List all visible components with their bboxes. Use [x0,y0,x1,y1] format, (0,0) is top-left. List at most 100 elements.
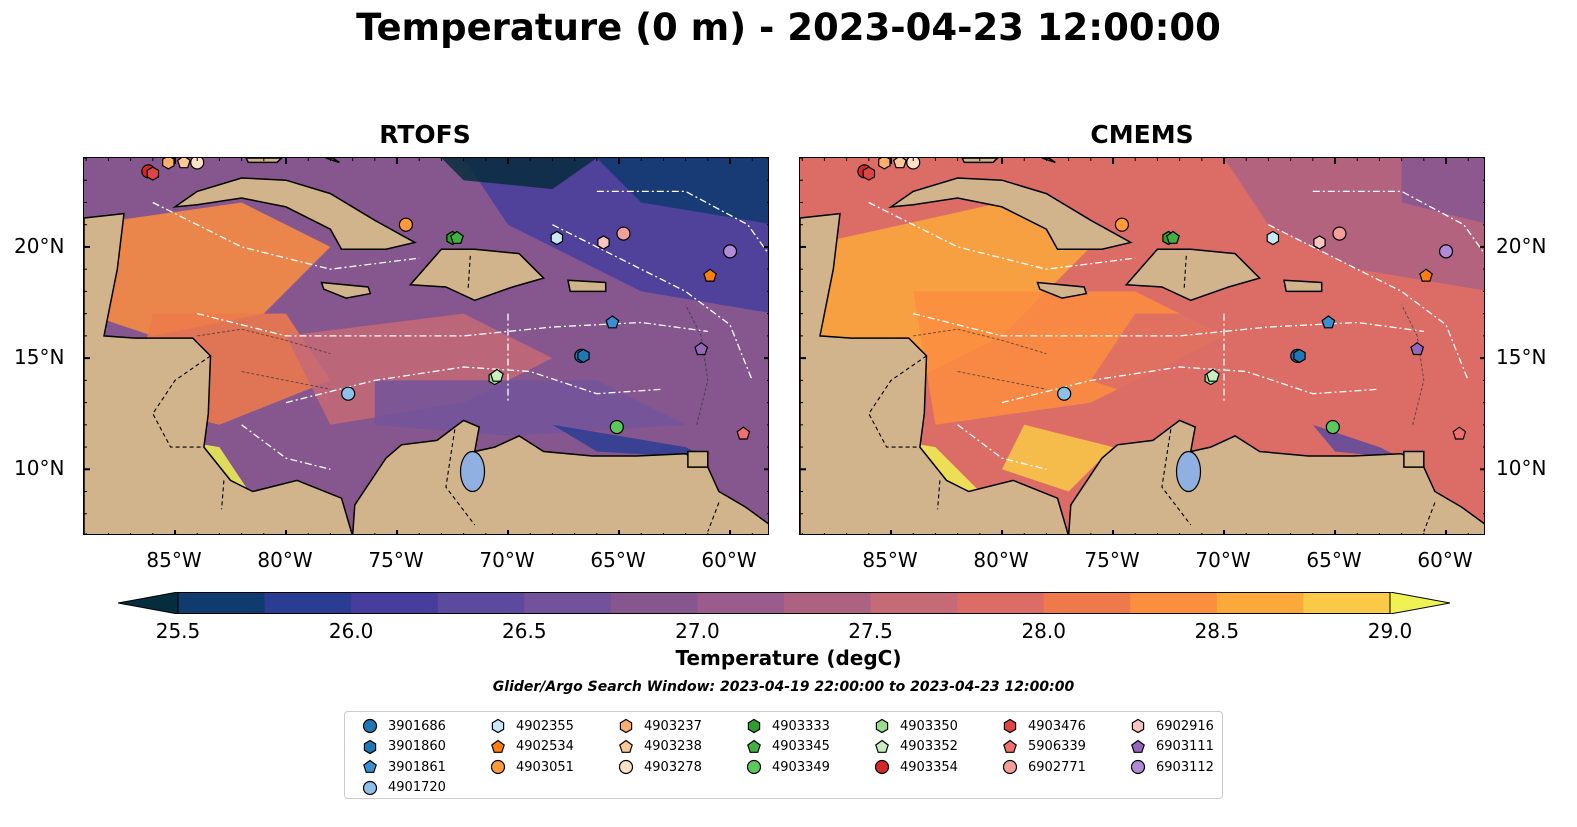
temperature-patch [86,202,331,336]
colorbar-tick-label: 28.0 [1021,619,1066,643]
platform-marker-4901720-panel1 [1057,386,1072,401]
country-border [152,355,211,448]
platform-marker-3901861-panel1 [1321,315,1336,329]
landmass [800,212,1069,534]
legend-marker [490,759,506,775]
legend-hexagon-icon [875,718,889,734]
legend-hexagon-icon [747,718,761,734]
platform-marker-4902534-panel1 [1419,268,1433,282]
platform-marker-5906339-panel0 [736,426,751,440]
legend-marker [747,739,761,753]
country-border [868,355,927,448]
map-panel-cmems[interactable] [799,157,1485,535]
legend-pentagon-icon [1131,739,1145,753]
eez-boundary [197,312,708,337]
colorbar-segment [1043,592,1131,614]
legend-label: 4903345 [772,739,830,754]
lon-label: 80°W [973,548,1029,572]
platform-marker-4903349-panel1 [1325,419,1340,435]
legend-marker [1003,739,1017,753]
lon-label: 70°W [479,548,535,572]
platform-marker-6903111-panel1 [1410,341,1425,356]
lat-label-right: 20°N [1496,233,1547,258]
platform-marker-4902355-panel1 [1266,230,1280,246]
landmass [1283,279,1323,293]
lat-label-left: 20°N [14,233,65,258]
legend-marker [619,739,633,753]
legend-item: 4903238 [617,737,702,757]
legend-item: 6902916 [1129,716,1214,736]
legend-circle-icon [618,759,634,775]
colorbar-tick-label: 27.0 [675,619,720,643]
platform-marker-4903278-panel1 [906,158,921,170]
eez-boundary [868,201,1136,270]
lat-label-right: 10°N [1496,456,1547,481]
legend-hexagon-icon [363,739,377,754]
legend-label: 4902534 [516,739,574,754]
map-canvas-cmems [800,158,1484,534]
legend-item: 4901720 [361,778,446,798]
legend-hexagon-icon [1003,718,1017,734]
legend-marker [363,739,377,754]
legend-pentagon-icon [619,739,633,753]
colorbar-segment [1130,592,1218,614]
legend-marker [1003,718,1017,734]
legend-label: 3901860 [388,739,446,754]
legend-label: 4903476 [1028,718,1086,734]
legend-label: 4903350 [900,718,958,734]
legend-marker [1131,718,1145,734]
map-panel-rtofs[interactable] [83,157,769,535]
colorbar-segment [697,592,785,614]
country-border [1423,502,1436,532]
legend-marker [746,759,762,775]
bathymetry-contour [685,304,709,425]
legend-label: 4903333 [772,718,830,734]
colorbar-segment [1216,592,1304,614]
platform-marker-4903237-panel1 [878,158,891,170]
country-border [445,429,476,526]
platform-marker-4903476-panel0 [146,166,160,181]
eez-boundary [552,224,753,381]
landmass [172,177,417,250]
landmass [1036,281,1088,299]
colorbar-tick-label: 25.5 [155,619,201,643]
colorbar-tick-label: 26.5 [502,619,547,643]
legend-item: 4903237 [617,716,702,736]
temperature-patch [1401,158,1484,224]
lon-label: 75°W [1084,548,1140,572]
country-border [221,480,225,510]
legend-label: 4903237 [644,718,702,734]
colorbar-tick-label: 28.5 [1194,619,1240,643]
legend-circle-icon [362,780,378,795]
eez-boundary [913,312,1424,337]
landmass [84,212,353,534]
legend-circle-icon [362,718,378,734]
legend-label: 4903051 [516,759,574,775]
legend-item: 6903112 [1129,757,1214,777]
legend-item: 4902534 [489,737,574,757]
legend-marker [874,759,890,775]
temperature-patch [374,380,686,436]
figure-title: Temperature (0 m) - 2023-04-23 12:00:00 [356,6,1221,49]
country-border [467,255,471,290]
legend-marker [619,718,633,734]
legend-marker [363,759,377,773]
legend-label: 4903238 [644,739,702,754]
legend-circle-icon [1002,759,1018,775]
lon-label: 85°W [146,548,202,572]
colorbar-segment [610,592,698,614]
platform-marker-4903051-panel0 [398,217,414,232]
legend-item: 3901861 [361,757,446,777]
landmass [888,177,1133,250]
platform-marker-6902916-panel0 [597,235,610,250]
platform-marker-6902771-panel0 [616,226,631,241]
platform-marker-4903345-panel0 [450,230,464,244]
bathymetry-contour [197,328,331,355]
legend-pentagon-icon [363,759,377,773]
colorbar-frame [177,592,1391,614]
lon-label: 70°W [1195,548,1251,572]
legend-item: 4903349 [745,757,830,777]
platform-marker-6902771-panel1 [1332,226,1347,241]
legend-item: 5906339 [1001,737,1086,757]
landmass [1124,248,1262,302]
